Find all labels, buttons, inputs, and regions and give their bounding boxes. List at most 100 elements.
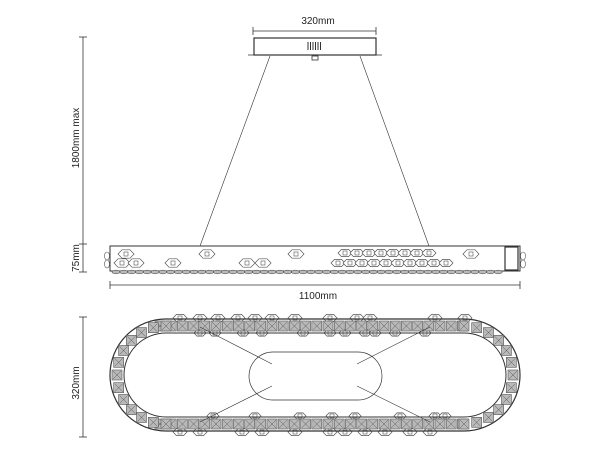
crystal — [454, 269, 464, 275]
crystal — [354, 259, 370, 267]
crystal — [438, 259, 454, 267]
inner-ring — [123, 332, 507, 418]
crystal — [113, 258, 131, 268]
cable-connector — [311, 55, 319, 61]
crystal — [402, 259, 418, 267]
crystal — [104, 251, 110, 261]
crystal — [362, 314, 378, 322]
crystal — [192, 428, 208, 436]
crystal — [373, 249, 389, 257]
crystal — [197, 269, 207, 275]
crystal — [415, 269, 425, 275]
suspension-cable-left — [199, 55, 271, 247]
crystal — [422, 428, 438, 436]
body-depth-label: 320mm — [71, 366, 82, 399]
crystal — [402, 428, 418, 436]
crystal — [228, 269, 238, 275]
crystal — [213, 269, 222, 275]
crystal — [421, 249, 437, 257]
crystal — [172, 428, 188, 436]
crystal — [291, 269, 300, 275]
crystal — [378, 259, 394, 267]
crystal — [158, 269, 168, 275]
crystal — [314, 269, 324, 275]
crystal — [390, 259, 406, 267]
crystal — [166, 269, 175, 275]
crystal — [150, 269, 160, 275]
crystal — [384, 269, 394, 275]
crystal — [322, 428, 338, 436]
crystal — [330, 269, 339, 275]
crystal — [408, 269, 417, 275]
crystal — [283, 269, 292, 275]
crystal — [117, 249, 135, 259]
crystal — [287, 428, 303, 436]
top-view — [79, 314, 521, 438]
crystal — [259, 269, 269, 275]
crystal — [337, 269, 347, 275]
crystal — [493, 269, 503, 275]
crystal — [478, 269, 487, 275]
crystal — [220, 269, 230, 275]
crystal — [462, 249, 480, 259]
bar-crystals — [113, 249, 480, 268]
crystal — [275, 269, 285, 275]
crystal — [234, 428, 250, 436]
crystal — [457, 314, 473, 322]
crystal — [349, 314, 365, 322]
crystal — [287, 249, 305, 259]
crystal — [330, 259, 346, 267]
crystal — [349, 249, 365, 257]
drop-height-label: 1800mm max — [71, 108, 82, 169]
top-view-cables — [199, 326, 431, 423]
crystal — [244, 269, 253, 275]
crystal — [238, 258, 256, 268]
crystal — [400, 269, 409, 275]
crystal — [119, 269, 129, 275]
crystal — [264, 314, 280, 322]
body-length-label: 1100mm — [299, 291, 337, 302]
crystal — [353, 269, 363, 275]
crystal — [104, 259, 110, 269]
crystal — [377, 428, 393, 436]
crystal — [254, 258, 272, 268]
front-view — [79, 27, 526, 289]
crystal — [172, 314, 188, 322]
crystal — [111, 269, 121, 275]
crystal — [426, 259, 442, 267]
crystal — [342, 259, 358, 267]
crystal — [298, 269, 308, 275]
crystal — [385, 249, 401, 257]
crystal — [198, 249, 216, 259]
crystal — [470, 269, 480, 275]
crystal — [142, 269, 152, 275]
end-cap — [504, 246, 519, 271]
crystal — [210, 314, 226, 322]
crystal — [361, 249, 377, 257]
ring-cells — [111, 320, 519, 430]
crystal — [181, 269, 191, 275]
crystal — [205, 269, 214, 275]
crystal — [462, 269, 472, 275]
crystal — [345, 269, 355, 275]
crystal — [427, 314, 443, 322]
crystal — [306, 269, 316, 275]
crystal — [287, 314, 303, 322]
crystal — [164, 258, 182, 268]
crystal — [423, 269, 433, 275]
crystal — [361, 269, 370, 275]
crystal — [236, 269, 246, 275]
crystal — [252, 269, 261, 275]
canopy-top-outline — [248, 351, 383, 401]
crystal — [230, 314, 246, 322]
crystal — [127, 269, 136, 275]
crystal — [409, 249, 425, 257]
crystal — [439, 269, 448, 275]
crystal — [135, 269, 144, 275]
crystal — [392, 269, 402, 275]
crystal — [254, 428, 270, 436]
crystal — [247, 314, 263, 322]
crystal — [189, 269, 199, 275]
